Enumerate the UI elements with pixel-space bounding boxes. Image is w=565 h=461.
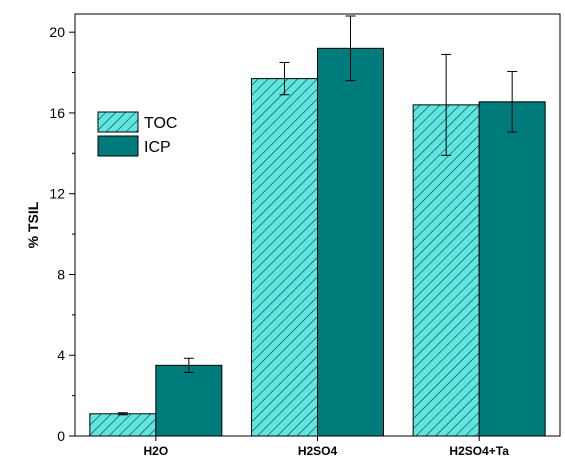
- legend-swatch-toc: [97, 111, 139, 133]
- error-bar-toc-2: [441, 53, 452, 156]
- y-axis: 0 4 8 12 16 20: [49, 24, 75, 444]
- y-tick-label: 16: [49, 105, 65, 121]
- y-tick-label: 8: [57, 266, 65, 282]
- legend: TOC ICP: [97, 111, 177, 157]
- y-tick-label: 0: [57, 428, 65, 444]
- x-axis: H2O H2SO4 H2SO4+Ta: [143, 436, 509, 458]
- bar-icp-h2so4-ta: [478, 101, 546, 437]
- error-bar-icp-2: [507, 71, 518, 133]
- y-axis-title: % TSIL: [25, 201, 41, 248]
- y-tick-label: 12: [49, 186, 65, 202]
- error-bar-icp-1: [345, 15, 356, 82]
- x-category-label: H2SO4: [298, 444, 338, 458]
- bar-toc-h2o: [89, 413, 157, 437]
- x-category-label: H2SO4+Ta: [449, 444, 509, 458]
- x-category-label: H2O: [143, 444, 168, 458]
- error-bar-toc-1: [279, 61, 290, 96]
- y-tick-label: 20: [49, 24, 65, 40]
- bar-toc-h2so4-ta: [412, 104, 480, 437]
- legend-label-toc: TOC: [144, 115, 177, 132]
- bar-icp-h2so4: [317, 47, 384, 437]
- legend-swatch-icp: [97, 135, 139, 157]
- legend-label-icp: ICP: [144, 139, 171, 156]
- bar-toc-h2so4: [251, 78, 318, 437]
- error-bar-toc-0: [117, 412, 128, 416]
- bar-icp-h2o: [155, 364, 223, 437]
- error-bar-icp-0: [183, 357, 194, 373]
- y-tick-label: 4: [57, 347, 65, 363]
- bars-layer: [89, 47, 546, 437]
- error-bars-layer: [117, 15, 518, 416]
